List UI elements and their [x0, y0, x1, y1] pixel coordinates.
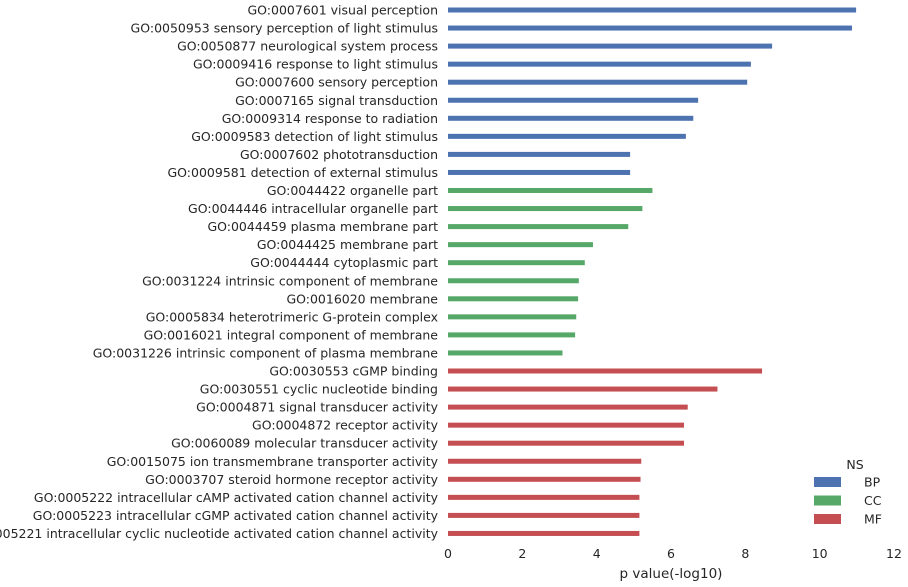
- y-tick-label: GO:0009581 detection of external stimulu…: [168, 165, 439, 180]
- bar-cc: [448, 314, 577, 320]
- y-tick-label: GO:0005222 intracellular cAMP activated …: [34, 490, 439, 505]
- y-tick-label: GO:0015075 ion transmembrane transporter…: [107, 454, 439, 469]
- y-tick-label: GO:0030551 cyclic nucleotide binding: [200, 382, 438, 397]
- legend-label-mf: MF: [864, 512, 882, 527]
- legend-swatch-cc: [814, 495, 841, 506]
- bar-bp: [448, 79, 748, 85]
- bar-bp: [448, 169, 631, 175]
- y-tick-label: GO:0007600 sensory perception: [235, 75, 438, 90]
- y-tick-label: GO:0005221 intracellular cyclic nucleoti…: [0, 526, 439, 541]
- bar-mf: [448, 494, 640, 500]
- y-tick-label: GO:0031226 intrinsic component of plasma…: [93, 345, 439, 360]
- bar-bp: [448, 97, 699, 103]
- legend: NS BP CC MF: [814, 457, 882, 527]
- y-tick-label: GO:0004871 signal transducer activity: [196, 400, 438, 415]
- bar-bp: [448, 43, 773, 49]
- y-tick-label: GO:0044425 membrane part: [257, 237, 438, 252]
- bar-mf: [448, 440, 685, 446]
- y-tick-label: GO:0016020 membrane: [286, 291, 438, 306]
- legend-title: NS: [846, 457, 863, 472]
- y-tick-label: GO:0005223 intracellular cGMP activated …: [33, 508, 439, 523]
- bar-mf: [448, 512, 640, 518]
- x-tick-label: 4: [593, 546, 601, 561]
- y-tick-label: GO:0005834 heterotrimeric G-protein comp…: [146, 309, 438, 324]
- bar-cc: [448, 350, 563, 356]
- bar-cc: [448, 206, 643, 212]
- bar-cc: [448, 224, 629, 230]
- y-tick-label: GO:0044459 plasma membrane part: [207, 219, 438, 234]
- y-tick-label: GO:0003707 steroid hormone receptor acti…: [145, 472, 438, 487]
- bar-cc: [448, 296, 579, 302]
- bar-mf: [448, 404, 688, 410]
- legend-swatch-bp: [814, 477, 841, 487]
- bar-bp: [448, 151, 631, 157]
- y-tick-label: GO:0007601 visual perception: [247, 3, 438, 18]
- y-tick-label: GO:0009583 detection of light stimulus: [191, 129, 438, 144]
- y-tick-label: GO:0009416 response to light stimulus: [193, 57, 438, 72]
- x-tick-label: 0: [444, 546, 452, 561]
- bar-mf: [448, 530, 640, 536]
- y-tick-label: GO:0044444 cytoplasmic part: [250, 255, 438, 270]
- bar-mf: [448, 458, 642, 464]
- y-tick-label: GO:0007165 signal transduction: [235, 93, 438, 108]
- legend-label-bp: BP: [864, 475, 881, 490]
- bar-cc: [448, 242, 593, 248]
- bar-mf: [448, 422, 685, 428]
- y-tick-label: GO:0009314 response to radiation: [222, 111, 438, 126]
- bar-cc: [448, 188, 653, 193]
- y-tick-label: GO:0031224 intrinsic component of membra…: [142, 273, 438, 288]
- y-tick-label: GO:0004872 receptor activity: [252, 418, 439, 433]
- y-tick-labels: GO:0007601 visual perception GO:0050953 s…: [0, 3, 439, 541]
- bar-mf: [448, 476, 641, 482]
- x-tick-label: 12: [886, 546, 902, 561]
- bar-cc: [448, 278, 579, 284]
- bar-bp: [448, 25, 853, 31]
- y-tick-label: GO:0007602 phototransduction: [240, 147, 438, 162]
- x-tick-label: 10: [812, 546, 828, 561]
- bar-cc: [448, 260, 585, 266]
- x-tick-label: 2: [518, 546, 526, 561]
- y-tick-label: GO:0060089 molecular transducer activity: [171, 436, 439, 451]
- legend-swatch-mf: [814, 514, 841, 524]
- bar-bp: [448, 61, 751, 67]
- bars-layer: [448, 7, 857, 536]
- x-tick-label: 6: [667, 546, 675, 561]
- x-tick-labels: 0 2 4 6 8 10 12: [444, 546, 902, 561]
- y-tick-label: GO:0050953 sensory perception of light s…: [131, 21, 438, 36]
- y-tick-label: GO:0050877 neurological system process: [177, 39, 438, 54]
- x-axis-label: p value(-log10): [620, 566, 723, 582]
- bar-cc: [448, 332, 576, 338]
- y-tick-label: GO:0030553 cGMP binding: [269, 364, 438, 379]
- y-tick-label: GO:0044422 organelle part: [267, 183, 438, 198]
- bar-bp: [448, 7, 857, 13]
- bar-bp: [448, 133, 686, 139]
- bar-mf: [448, 386, 718, 392]
- x-tick-label: 8: [741, 546, 749, 561]
- legend-label-cc: CC: [864, 493, 882, 508]
- bar-bp: [448, 115, 694, 121]
- y-tick-label: GO:0044446 intracellular organelle part: [188, 201, 438, 216]
- bar-mf: [448, 368, 763, 374]
- y-tick-label: GO:0016021 integral component of membran…: [144, 327, 439, 342]
